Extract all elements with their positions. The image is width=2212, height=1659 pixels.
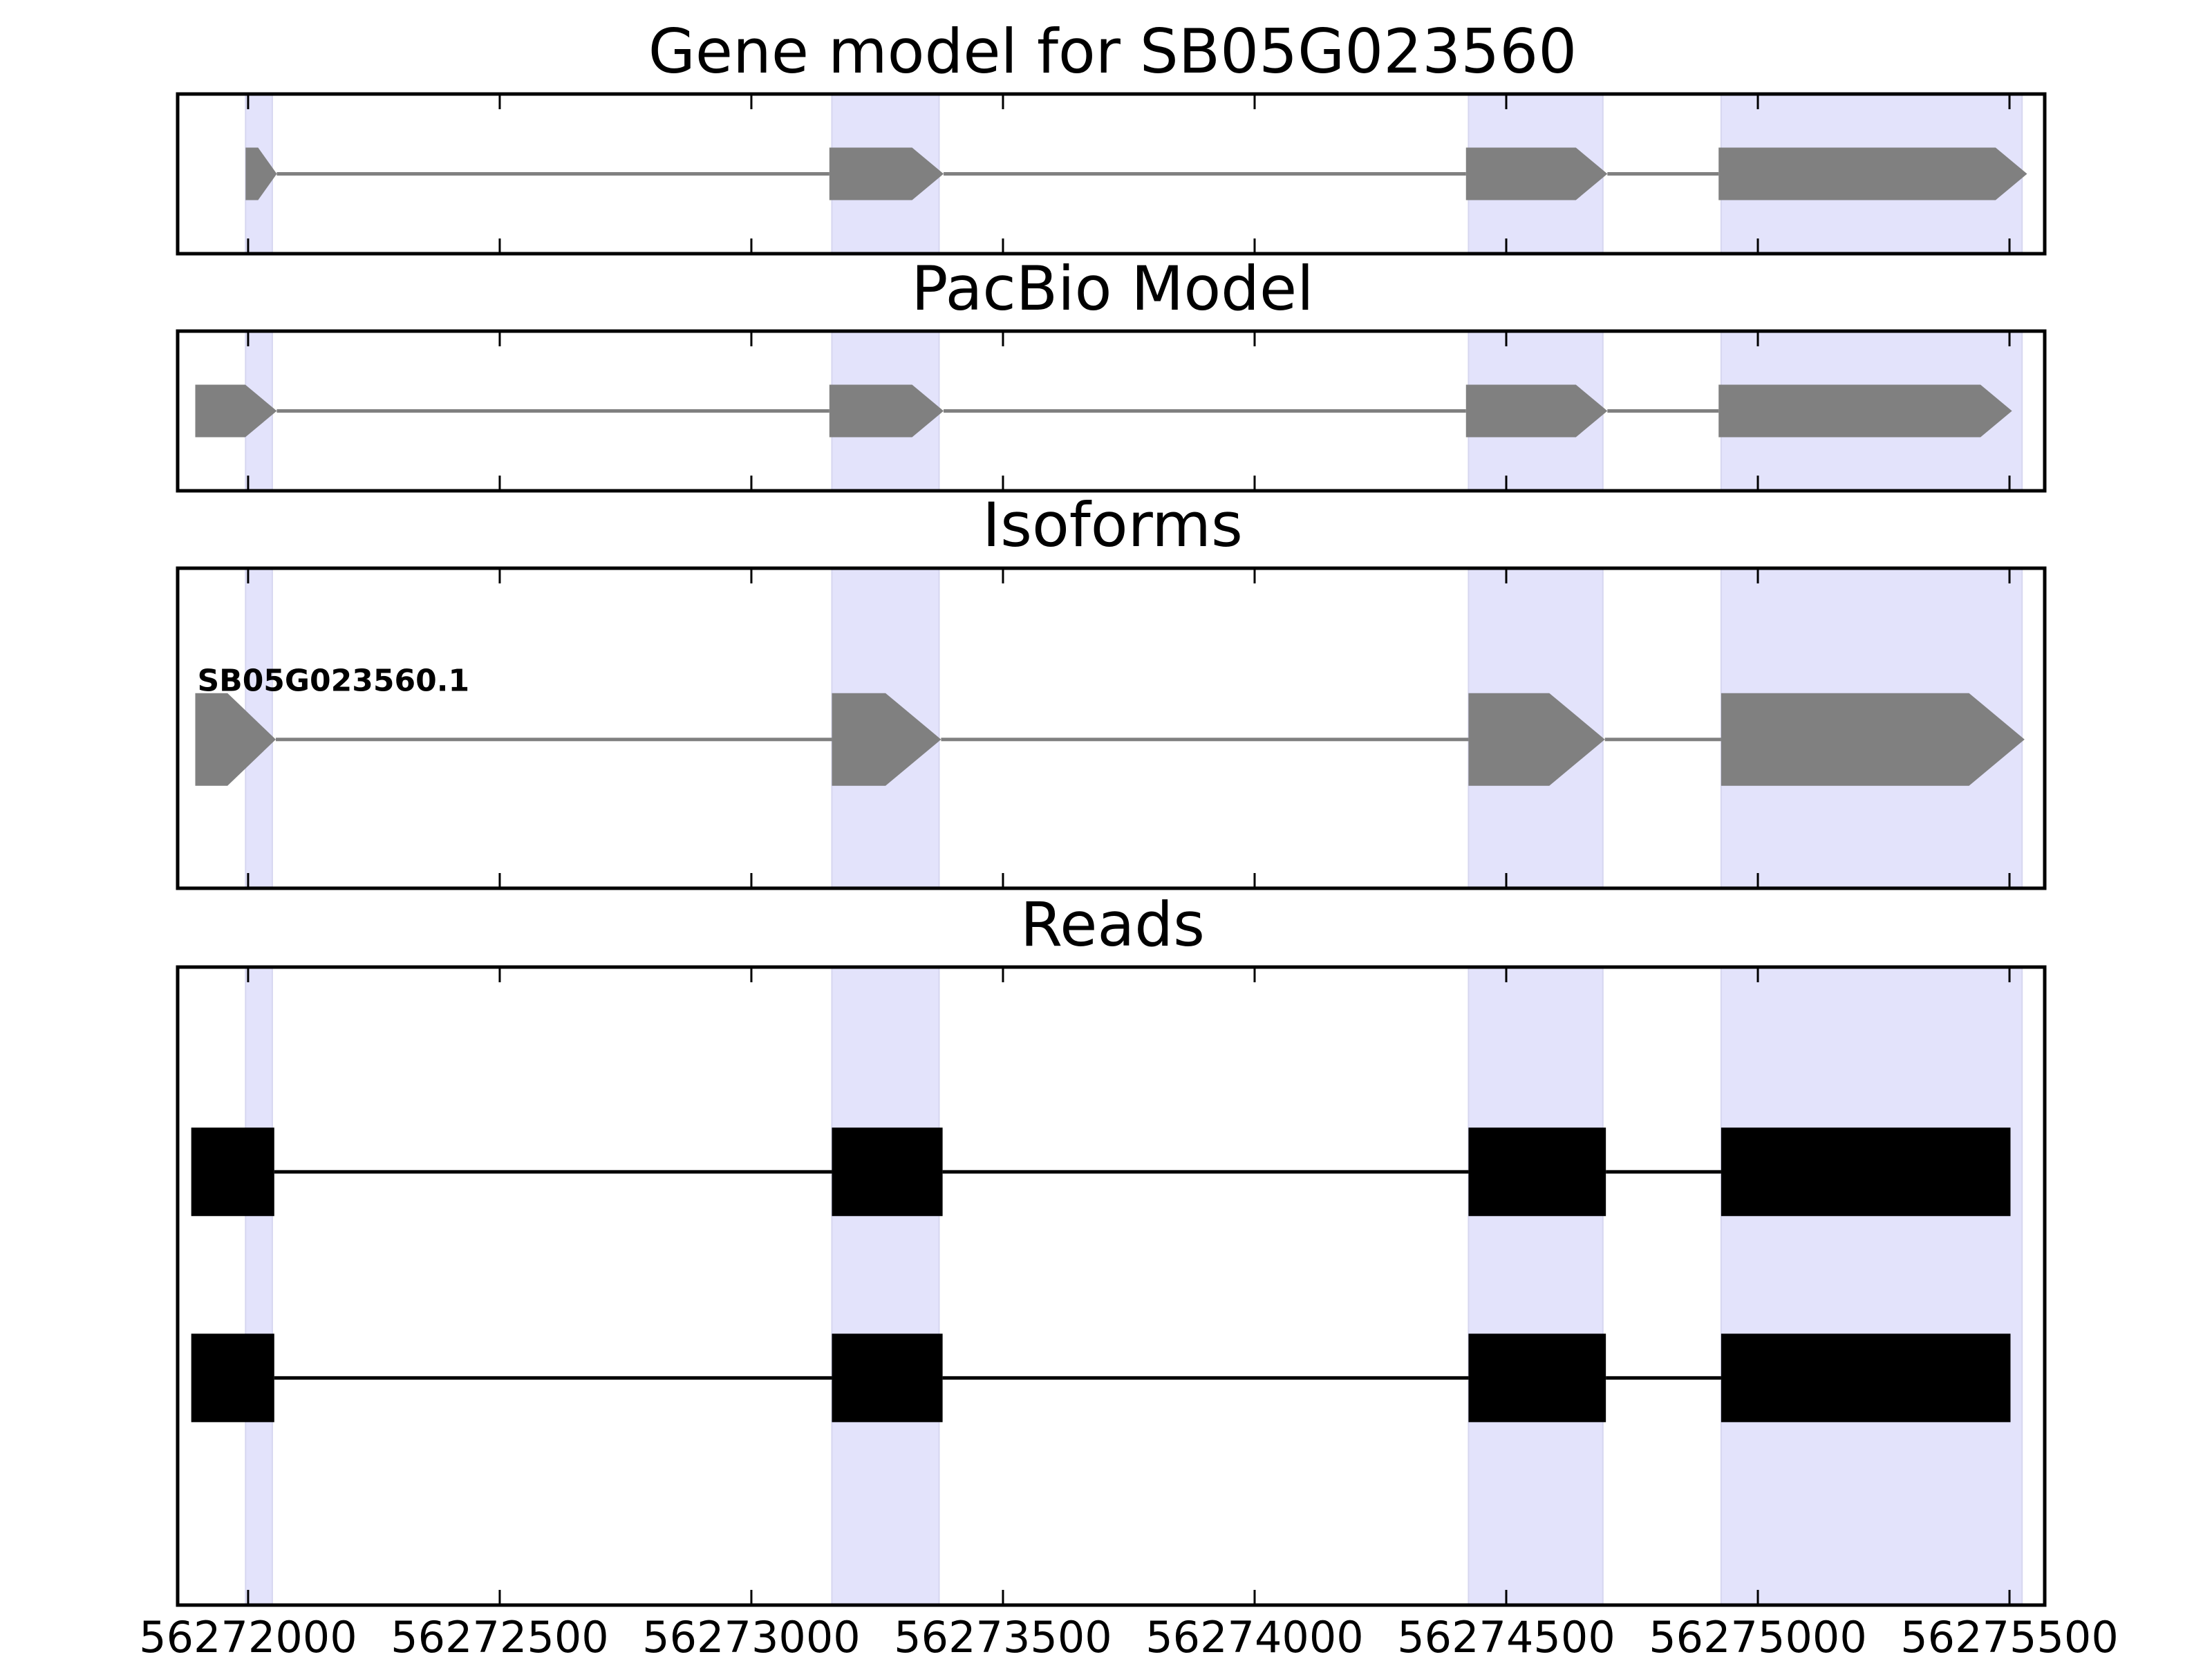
isoform-1-exon-2 [832,693,941,786]
x-tick-label: 56274500 [1397,1612,1615,1659]
highlight-region-4 [1720,966,2023,1606]
isoform-1-exon-4 [1721,693,2025,786]
x-tick-label: 56272500 [391,1612,609,1659]
isoform-1-exon-3 [1468,693,1605,786]
read-1-exon-3 [1468,1127,1606,1217]
x-tick-label: 56275000 [1649,1612,1867,1659]
panel-1-transcript-exon-2 [829,147,944,200]
panel-title: PacBio Model [911,253,1313,324]
panel-2: PacBio Model [176,253,2047,493]
highlight-region-1 [245,966,273,1606]
panel-3: SB05G023560.1 Isoforms [176,489,2047,890]
x-tick-label: 56274000 [1145,1612,1364,1659]
read-1-exon-2 [832,1127,943,1217]
panel-frame [176,566,2047,890]
isoform-1-exon-1 [195,693,276,786]
isoform-label: SB05G023560.1 [197,664,469,699]
read-2-exon-4 [1721,1333,2011,1423]
panel-title: Reads [1020,889,1205,960]
panel-4: Reads [176,889,2047,1607]
panel-title: Isoforms [982,489,1243,561]
x-tick-label: 56273500 [894,1612,1112,1659]
panel-2-transcript-exon-1 [195,384,277,438]
panel-frame [176,329,2047,493]
panel-1-transcript-exon-4 [1718,147,2027,200]
panel-2-transcript-exon-3 [1465,384,1608,438]
highlight-region-2 [831,966,940,1606]
x-tick-label: 56275500 [1900,1612,2119,1659]
x-tick-label: 56272000 [139,1612,357,1659]
read-1-exon-1 [191,1127,274,1217]
read-2-exon-2 [832,1333,943,1423]
read-2-exon-1 [191,1333,274,1423]
panel-frame [176,965,2047,1607]
panel-frame [176,92,2047,256]
panel-1: Gene model for SB05G023560 [176,16,2047,256]
read-2-exon-3 [1468,1333,1606,1423]
highlight-region-3 [1468,966,1604,1606]
panel-2-transcript-exon-4 [1718,384,2012,438]
panel-title: Gene model for SB05G023560 [648,16,1577,87]
panel-1-transcript-exon-1 [245,147,277,200]
x-tick-label: 56273000 [642,1612,861,1659]
panel-1-transcript-exon-3 [1465,147,1608,200]
read-1-exon-4 [1721,1127,2011,1217]
panel-2-transcript-exon-2 [829,384,944,438]
